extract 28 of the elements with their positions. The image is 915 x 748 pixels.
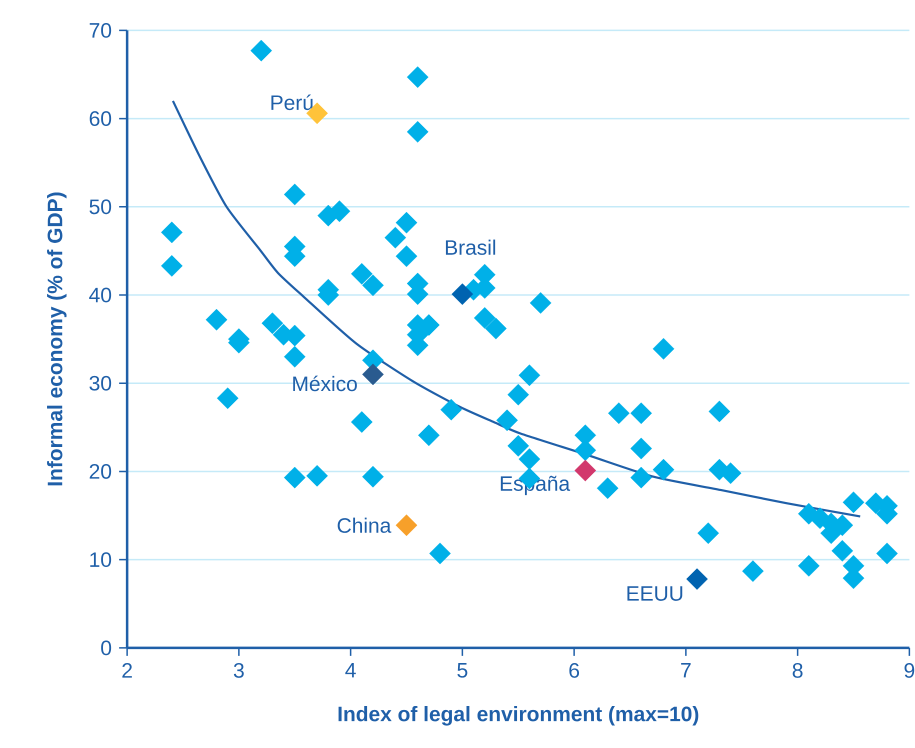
series-label: EEUU xyxy=(627,586,682,601)
point xyxy=(574,460,596,482)
x-tick-label: 4 xyxy=(345,663,356,678)
point xyxy=(362,364,384,386)
point xyxy=(686,568,708,590)
x-tick-label: 9 xyxy=(904,663,914,678)
series-label: México xyxy=(293,376,357,392)
point xyxy=(452,283,474,305)
y-axis-title: Informal economy (% of GDP) xyxy=(47,192,67,486)
x-tick-label: 6 xyxy=(569,663,580,678)
y-tick-label: 20 xyxy=(90,464,112,479)
y-tick-label: 30 xyxy=(89,376,112,391)
series-label: Perú xyxy=(271,94,313,110)
series-label: China xyxy=(338,518,392,533)
x-tick-label: 3 xyxy=(234,663,244,678)
y-tick-label: 10 xyxy=(90,552,112,568)
x-tick-label: 2 xyxy=(122,663,132,678)
y-tick-label: 40 xyxy=(89,288,112,302)
point xyxy=(396,514,418,536)
x-tick-label: 8 xyxy=(792,663,803,678)
y-tick-label: 70 xyxy=(90,22,112,38)
y-tick-label: 50 xyxy=(90,199,112,214)
x-axis-title: Index of legal environment (max=10) xyxy=(338,706,698,726)
x-tick-label: 5 xyxy=(457,663,468,678)
x-tick-label: 7 xyxy=(681,663,691,678)
series-label: Brasil xyxy=(446,240,496,255)
y-tick-label: 0 xyxy=(101,640,112,656)
y-tick-label: 60 xyxy=(90,111,112,126)
